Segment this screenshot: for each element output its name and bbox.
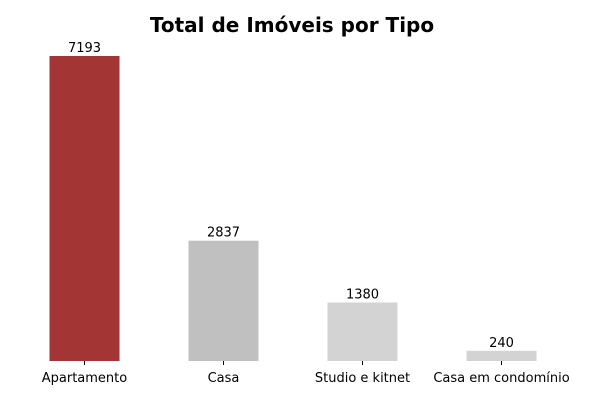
- bar-3: [466, 350, 537, 361]
- value-labels-group: 7193 2837 1380 240: [68, 41, 514, 351]
- value-label-2: 1380: [346, 287, 379, 302]
- bar-0: [49, 56, 120, 361]
- x-axis: Apartamento Casa Studio e kitnet Casa em co…: [42, 361, 570, 386]
- value-label-1: 2837: [207, 226, 240, 241]
- bar-1: [188, 240, 259, 361]
- value-label-0: 7193: [68, 41, 101, 56]
- value-label-3: 240: [489, 336, 514, 351]
- x-tick-label-3: Casa em condomínio: [433, 371, 569, 386]
- chart-title: Total de Imóveis por Tipo: [150, 13, 434, 37]
- bar-2: [327, 302, 398, 361]
- bars-group: [49, 56, 537, 361]
- x-tick-label-1: Casa: [208, 371, 240, 386]
- x-tick-label-0: Apartamento: [42, 371, 128, 386]
- x-tick-label-2: Studio e kitnet: [315, 371, 410, 386]
